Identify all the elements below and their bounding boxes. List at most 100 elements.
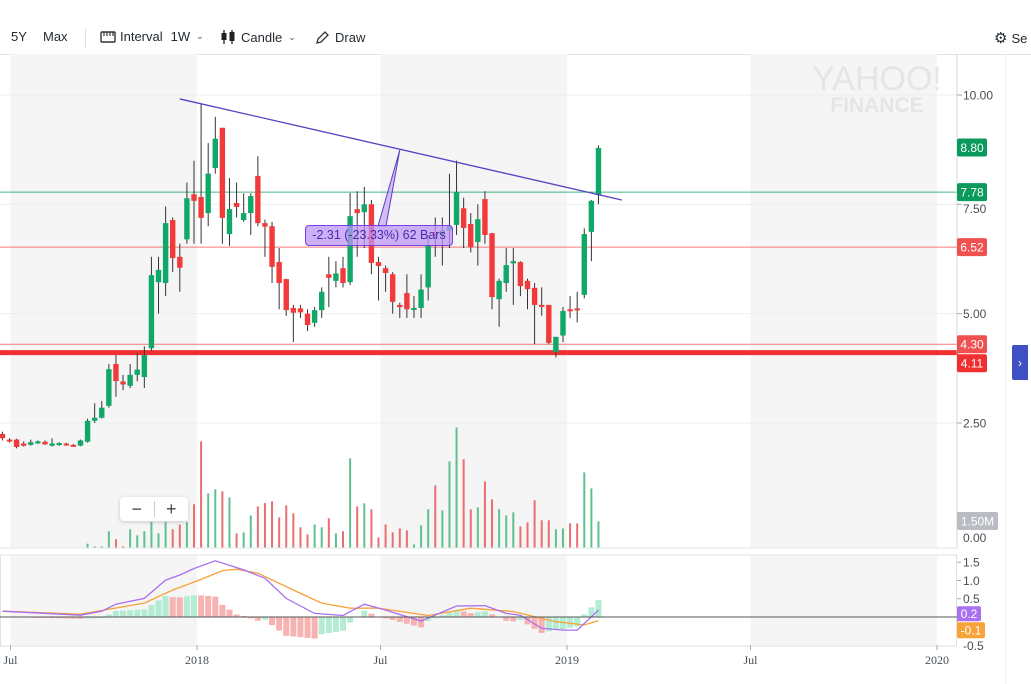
side-panel-toggle[interactable]: › [1012,345,1028,380]
macd-histogram-bar [382,617,389,619]
volume-bar [476,507,479,548]
range-max-button[interactable]: Max [43,29,68,44]
zoom-controls: − + [120,497,188,521]
watermark-logo: YAHOO! FINANCE [812,60,942,117]
last-price-badge [957,138,987,157]
x-tick-label: Jul [3,653,18,667]
zoom-out-button[interactable]: − [131,498,142,519]
volume-bar [207,493,210,548]
candle-body [304,313,311,326]
settings-button[interactable]: ⚙ Se [994,29,1027,47]
volume-bar [136,535,139,548]
volume-bar [462,459,465,548]
volume-bar [391,532,394,548]
candle-body [340,268,346,284]
period-band [750,54,938,548]
macd-histogram-bar [304,617,311,638]
last-volume-label: 1.50M [961,514,994,528]
right-edge-divider [1005,54,1006,684]
candle-body [326,274,332,278]
candle-body [418,289,424,308]
macd-histogram-bar [112,610,119,617]
macd-histogram-bar [460,611,467,617]
candle-body [538,304,545,307]
macd-histogram-bar [517,617,524,621]
volume-bar [178,524,181,548]
macd-histogram-bar [595,600,602,617]
candle-body [262,223,268,227]
candle-body [553,336,559,353]
candle-body [205,173,211,214]
macd-histogram-bar [49,617,56,619]
period-band [10,556,197,645]
candle-body [269,226,275,267]
macd-pane-border [0,554,957,647]
candle-body [141,355,148,378]
range-5y-label: 5Y [11,29,27,44]
macd-histogram-bar [474,612,481,617]
volume-bar [278,517,281,548]
volume-bar [306,534,309,548]
macd-histogram-bar [574,617,581,627]
volume-bar [455,427,458,548]
price-tick-label: 7.50 [963,202,987,216]
candle-body [84,420,91,442]
volume-bar [533,500,536,548]
trendline [179,98,622,201]
macd-histogram-bar [98,617,105,619]
macd-histogram-bar [254,617,261,621]
volume-bar [405,530,408,548]
candle-body [20,443,27,446]
candle-body [49,443,55,446]
chart-type-dropdown[interactable]: Candle ⌄ [219,29,296,45]
candle-body [319,291,325,311]
macd-histogram-bar [269,617,276,626]
macd-histogram-bar [481,611,488,617]
volume-bar [554,529,557,548]
volume-bar [150,522,153,548]
volume-bar [398,528,401,548]
macd-value-label: 0.2 [961,607,978,621]
zoom-in-button[interactable]: + [165,498,177,519]
volume-bar [285,505,288,548]
x-tick-label: Jul [373,653,388,667]
candle-body [297,308,304,313]
toolbar-divider [85,28,86,48]
candle-body [198,196,204,218]
candle-body [503,265,509,284]
volume-bar [434,485,437,548]
x-tick-label: 2020 [925,653,949,667]
interval-value: 1W [170,29,191,44]
candle-body [382,268,389,273]
measurement-label[interactable]: -2.31 (-23.33%) 62 Bars [305,225,453,246]
x-tick-label: Jul [743,653,758,667]
macd-histogram-bar [63,617,70,619]
volume-bar [256,506,259,548]
candle-body [311,310,318,323]
price-tick-label: 2.50 [963,416,987,430]
period-band [10,54,197,548]
candle-body [276,262,282,284]
macd-histogram-bar [148,604,155,617]
macd-histogram-bar [141,609,148,617]
volume-bar [107,531,110,548]
draw-button[interactable]: Draw [315,29,365,45]
candle-body [567,309,573,312]
macd-histogram-bar [219,604,226,617]
candle-body [255,175,261,224]
last-price-label: 8.80 [960,141,984,155]
candle-body [155,269,162,283]
candle-body [106,369,112,406]
macd-histogram-bar [581,614,588,617]
macd-histogram-bar [340,617,347,631]
interval-dropdown[interactable]: Interval 1W ⌄ [100,29,204,44]
macd-histogram-bar [134,609,141,617]
macd-histogram-bar [84,617,91,619]
candle-body [574,308,580,311]
range-5y-button[interactable]: 5Y [11,29,27,44]
candle-body [389,274,396,302]
volume-bar [214,489,217,548]
volume-bar [342,531,345,548]
candle-body [99,407,105,418]
